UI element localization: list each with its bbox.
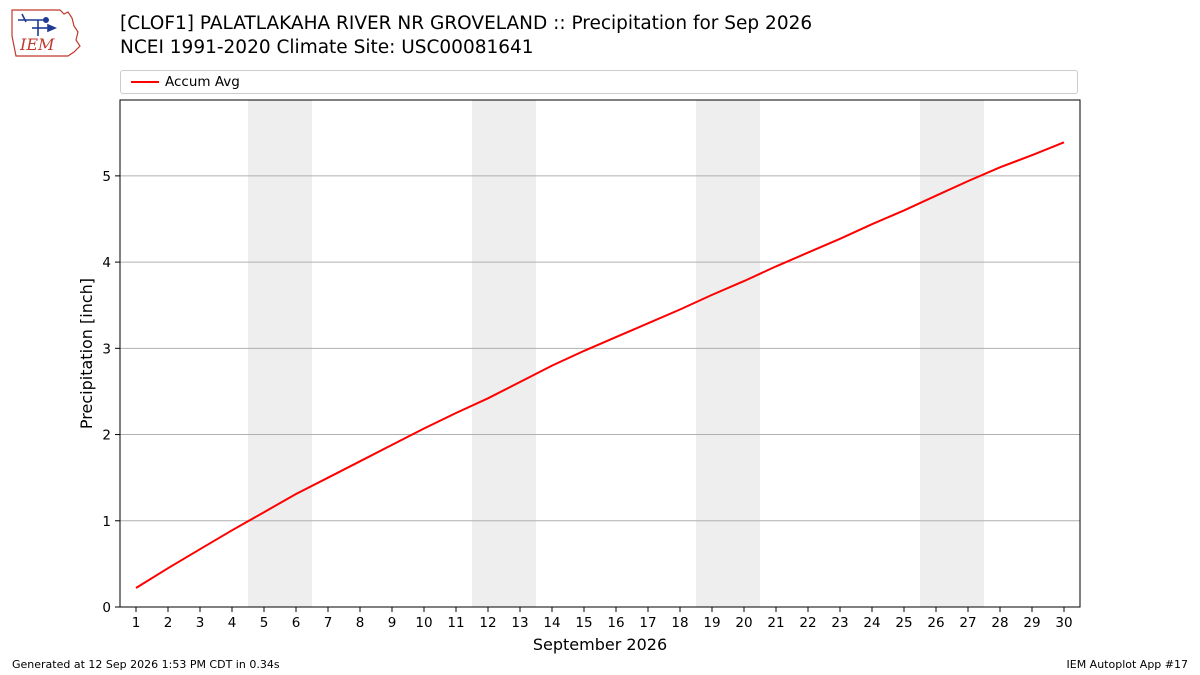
x-tick-label: 4 (228, 615, 237, 631)
x-tick-label: 11 (447, 615, 464, 631)
legend: Accum Avg (120, 70, 1078, 94)
y-tick-label: 3 (102, 341, 111, 357)
legend-label-accum-avg: Accum Avg (165, 74, 240, 90)
y-tick-label: 0 (102, 600, 111, 616)
x-tick-label: 12 (479, 615, 496, 631)
y-tick-label: 1 (102, 514, 111, 530)
x-tick-label: 26 (927, 615, 944, 631)
x-tick-label: 23 (831, 615, 848, 631)
title-block: [CLOF1] PALATLAKAHA RIVER NR GROVELAND :… (120, 12, 812, 60)
x-tick-label: 28 (991, 615, 1008, 631)
x-tick-label: 22 (799, 615, 816, 631)
legend-swatch-accum-avg (131, 81, 159, 83)
chart-title: [CLOF1] PALATLAKAHA RIVER NR GROVELAND :… (120, 13, 813, 34)
y-tick-label: 2 (102, 428, 111, 444)
x-tick-label: 1 (132, 615, 141, 631)
chart-subtitle: NCEI 1991-2020 Climate Site: USC00081641 (120, 37, 534, 58)
weekend-band (248, 100, 312, 607)
axes: 1 2 3 4 5 6 7 8 9 10 11 12 13 14 15 16 17 18 19 20 21 22 23 24 2… (102, 169, 1072, 631)
plot-frame (119, 99, 1081, 608)
weekend-band (920, 100, 984, 607)
x-tick-label: 24 (863, 615, 880, 631)
gridlines (120, 175, 1080, 522)
x-tick-label: 2 (164, 615, 173, 631)
x-tick-label: 13 (511, 615, 528, 631)
y-axis-label: Precipitation [inch] (77, 278, 96, 429)
logo-text: IEM (19, 35, 55, 54)
x-tick-label: 9 (388, 615, 397, 631)
x-tick-label: 17 (639, 615, 656, 631)
x-tick-label: 27 (959, 615, 976, 631)
x-tick-label: 21 (767, 615, 784, 631)
x-tick-label: 3 (196, 615, 205, 631)
x-tick-label: 16 (607, 615, 624, 631)
weekend-band (472, 100, 536, 607)
x-tick-label: 7 (324, 615, 333, 631)
generated-note: Generated at 12 Sep 2026 1:53 PM CDT in … (12, 658, 280, 671)
x-tick-label: 15 (575, 615, 592, 631)
weekend-shading (248, 100, 984, 607)
x-tick-label: 19 (703, 615, 720, 631)
x-tick-label: 14 (543, 615, 560, 631)
y-tick-label: 4 (102, 255, 111, 271)
x-tick-label: 10 (415, 615, 432, 631)
x-axis-label: September 2026 (533, 635, 667, 654)
weekend-band (696, 100, 760, 607)
x-tick-label: 30 (1055, 615, 1072, 631)
x-tick-label: 20 (735, 615, 752, 631)
series-layer (135, 141, 1065, 589)
iem-logo: IEM (11, 9, 81, 57)
x-tick-label: 6 (292, 615, 301, 631)
series-line-accum-avg (135, 141, 1065, 589)
y-tick-label: 5 (102, 169, 111, 185)
x-tick-label: 5 (260, 615, 269, 631)
x-tick-label: 25 (895, 615, 912, 631)
x-tick-label: 29 (1023, 615, 1040, 631)
x-tick-label: 8 (356, 615, 365, 631)
app-id: IEM Autoplot App #17 (1066, 658, 1189, 671)
x-tick-label: 18 (671, 615, 688, 631)
